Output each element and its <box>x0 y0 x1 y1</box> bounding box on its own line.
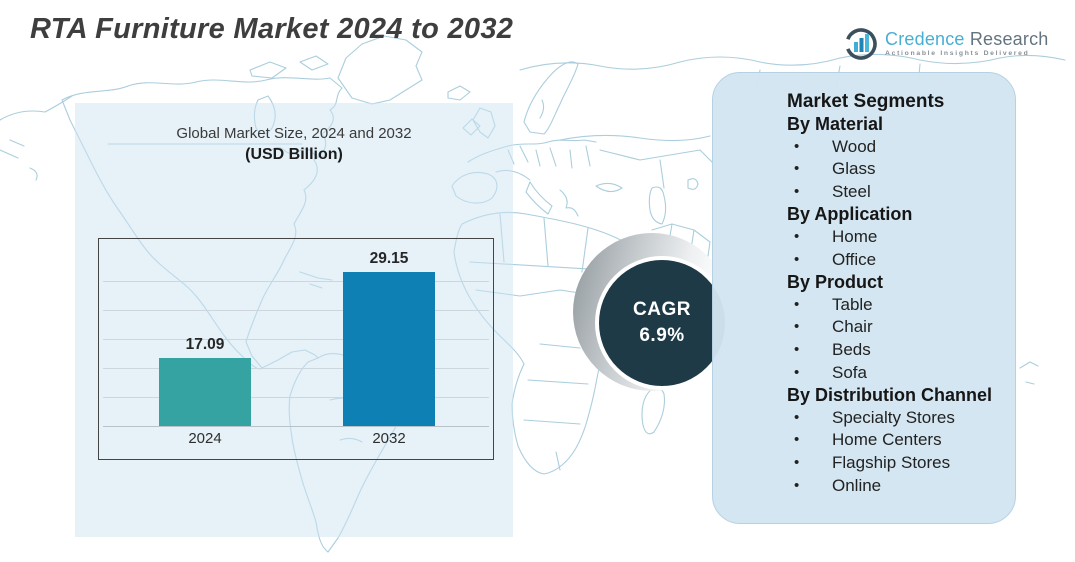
gridline <box>103 368 489 369</box>
chart-title: Global Market Size, 2024 and 2032 <box>176 125 412 142</box>
x-axis-line <box>103 426 489 427</box>
credence-research-logo: Credence Research Actionable Insights De… <box>843 26 1049 62</box>
segment-item-label: Wood <box>832 136 877 156</box>
bar-value-label: 17.09 <box>185 336 225 353</box>
chart-panel: Global Market Size, 2024 and 2032 (USD B… <box>75 103 513 537</box>
segment-item: • Online <box>787 475 1007 498</box>
axis-category-label: 2024 <box>188 430 222 447</box>
segment-item-label: Beds <box>832 339 871 359</box>
cagr-badge: CAGR 6.9% <box>595 256 729 390</box>
segments-title: Market Segments <box>787 91 945 112</box>
bullet-icon: • <box>794 295 800 313</box>
cagr-value: 6.9% <box>639 325 685 346</box>
segment-item-label: Online <box>832 475 882 495</box>
bullet-icon: • <box>794 137 800 155</box>
bullet-icon: • <box>794 408 800 426</box>
segment-item-label: Table <box>832 294 873 314</box>
segment-item: • Flagship Stores <box>787 452 1007 475</box>
segment-item: • Glass <box>787 158 1007 181</box>
segment-group-header: By Product <box>787 272 884 293</box>
segment-group-header: By Material <box>787 114 884 134</box>
chart-subtitle: (USD Billion) <box>245 146 343 163</box>
segment-item-label: Flagship Stores <box>832 452 951 472</box>
bullet-icon: • <box>794 227 800 245</box>
gridline <box>103 339 489 340</box>
segment-item: • Chair <box>787 316 1007 339</box>
segment-item: • Wood <box>787 136 1007 159</box>
segment-item: • Office <box>787 249 1007 272</box>
segment-item: • Steel <box>787 181 1007 204</box>
bar-2024 <box>159 358 251 426</box>
axis-category-label: 2032 <box>372 430 406 447</box>
segment-item-label: Chair <box>832 317 873 337</box>
bar-chart: 17.09 2024 29.15 2032 <box>98 238 494 460</box>
segment-item: • Home <box>787 226 1007 249</box>
bullet-icon: • <box>794 340 800 358</box>
gridline <box>103 310 489 311</box>
segment-item-label: Home <box>832 226 878 246</box>
segment-item: • Specialty Stores <box>787 407 1007 430</box>
gridline <box>103 281 489 282</box>
logo-tagline: Actionable Insights Delivered <box>885 50 1030 57</box>
bar-chart-circle-icon <box>845 28 877 60</box>
segment-item-label: Steel <box>832 181 871 201</box>
bullet-icon: • <box>794 476 800 494</box>
bar-value-label: 29.15 <box>369 250 409 267</box>
segments-list: By Material • Wood • Glass • Steel By Applicati… <box>787 113 1007 497</box>
bar-2032 <box>343 272 435 426</box>
bullet-icon: • <box>794 250 800 268</box>
segment-group-header: By Application <box>787 204 913 225</box>
segment-item-label: Glass <box>832 159 876 179</box>
page-title: RTA Furniture Market 2024 to 2032 <box>30 13 514 45</box>
bullet-icon: • <box>794 318 800 336</box>
market-segments-panel: Market Segments By Material • Wood • Glass • S… <box>712 72 1016 524</box>
cagr-label: CAGR <box>633 299 691 320</box>
segment-item: • Beds <box>787 339 1007 362</box>
bullet-icon: • <box>794 160 800 178</box>
segment-item-label: Specialty Stores <box>832 407 955 427</box>
segment-item: • Sofa <box>787 362 1007 385</box>
bullet-icon: • <box>794 182 800 200</box>
segment-item-label: Office <box>832 249 877 269</box>
segment-item-label: Home Centers <box>832 430 942 450</box>
bullet-icon: • <box>794 453 800 471</box>
chart-heading: Global Market Size, 2024 and 2032 (USD B… <box>75 125 513 164</box>
bullet-icon: • <box>794 363 800 381</box>
gridline <box>103 397 489 398</box>
logo-brand-name: Credence Research <box>885 29 1049 49</box>
bullet-icon: • <box>794 431 800 449</box>
segment-item: • Table <box>787 294 1007 317</box>
segment-item-label: Sofa <box>832 362 867 382</box>
segment-group-header: By Distribution Channel <box>787 385 993 406</box>
segment-item: • Home Centers <box>787 429 1007 452</box>
